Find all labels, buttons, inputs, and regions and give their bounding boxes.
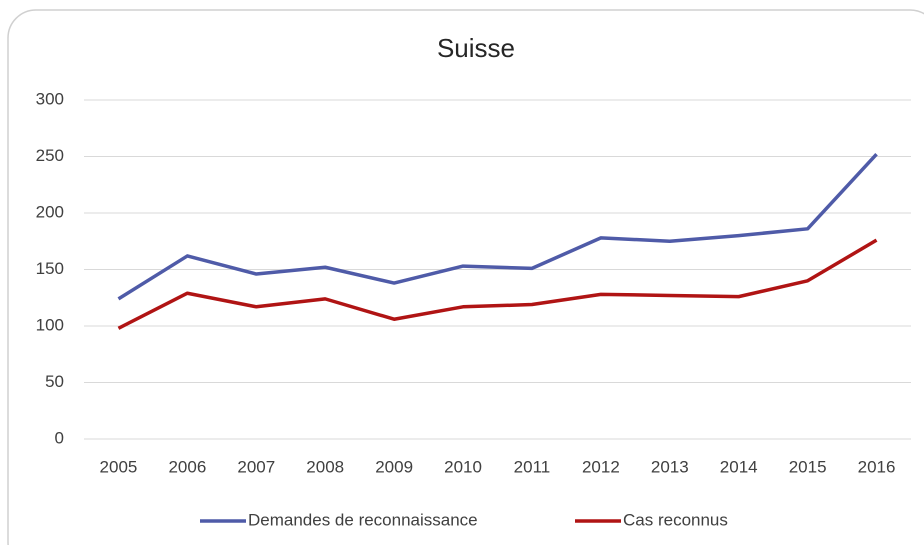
y-tick-label: 0: [55, 428, 64, 447]
data-line: [117, 238, 878, 330]
card: [7, 9, 924, 545]
legend-label: Demandes de reconnaissance: [248, 510, 478, 529]
x-tick-label: 2013: [651, 457, 689, 476]
y-tick-label: 100: [36, 315, 64, 334]
chart-title: Suisse: [437, 33, 515, 63]
data-line: [117, 153, 878, 301]
y-tick-label: 50: [45, 372, 64, 391]
x-tick-label: 2009: [375, 457, 413, 476]
x-tick-label: 2016: [858, 457, 896, 476]
x-tick-label: 2005: [100, 457, 138, 476]
x-tick-label: 2008: [306, 457, 344, 476]
y-tick-label: 150: [36, 259, 64, 278]
x-tick-label: 2007: [237, 457, 275, 476]
x-tick-label: 2006: [168, 457, 206, 476]
x-tick-label: 2012: [582, 457, 620, 476]
legend-label: Cas reconnus: [623, 510, 728, 529]
y-tick-label: 250: [36, 146, 64, 165]
x-tick-label: 2010: [444, 457, 482, 476]
y-tick-label: 300: [36, 89, 64, 108]
x-tick-label: 2015: [789, 457, 827, 476]
x-tick-label: 2011: [514, 457, 551, 476]
y-tick-label: 200: [36, 202, 64, 221]
x-tick-label: 2014: [720, 457, 758, 476]
